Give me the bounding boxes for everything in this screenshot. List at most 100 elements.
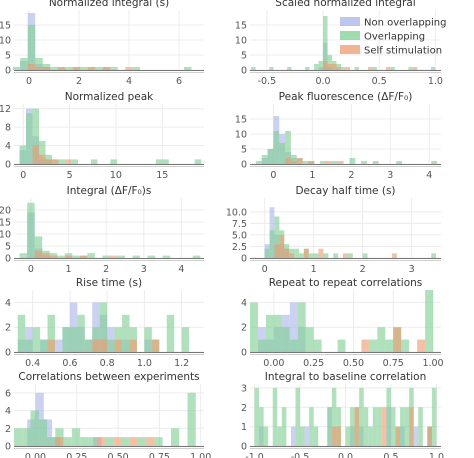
y-tick-label: 5	[5, 51, 11, 62]
histogram-bar	[305, 67, 310, 70]
x-tick-label: 0.00	[263, 358, 284, 369]
x-tick-label: -0.5	[291, 452, 310, 458]
histogram-bar	[170, 428, 180, 446]
histogram-bar	[318, 248, 324, 258]
y-tick-label: 3	[241, 383, 247, 394]
histogram-bar	[34, 250, 43, 258]
histogram-bar	[181, 327, 190, 352]
panel-4: 0 1 2 3 4 0 5 10 15 Peak fluorescence (ΔF/F₀)	[235, 91, 441, 181]
x-tick-label: 1.00	[422, 358, 443, 369]
y-tick-label: 15	[235, 115, 247, 126]
histogram-bar	[404, 407, 410, 446]
y-tick-label: 10	[235, 36, 247, 47]
histogram-bar	[417, 339, 426, 352]
histogram-bar	[332, 64, 337, 70]
histogram-bar	[109, 255, 118, 258]
histogram-bar	[151, 339, 160, 352]
legend-label: Self stimulation	[364, 46, 442, 57]
histogram-bar	[255, 161, 262, 164]
x-tick-label: 0.6	[62, 358, 77, 369]
histogram-bar	[194, 159, 202, 164]
y-tick-label: 1	[241, 422, 247, 433]
histogram-bar	[327, 407, 332, 446]
series-3	[32, 145, 72, 164]
x-tick-label: 1.00	[190, 452, 211, 458]
histogram-bar	[132, 255, 141, 258]
y-tick-label: 2	[241, 323, 247, 334]
histogram-bar	[323, 253, 329, 258]
histogram-bar	[277, 426, 282, 446]
histogram-bar	[35, 67, 43, 70]
histogram-bar	[269, 67, 274, 70]
x-tick-label: 0.5	[383, 452, 398, 458]
histogram-bar	[43, 419, 52, 446]
histogram-bar	[45, 159, 52, 164]
histogram-bar	[90, 159, 98, 164]
histogram-bar	[314, 64, 319, 70]
histogram-bar	[274, 244, 280, 258]
histogram-bar	[265, 314, 274, 352]
histogram-bar	[162, 255, 171, 258]
histogram-bar	[337, 161, 344, 164]
y-tick-label: 2	[241, 403, 247, 414]
histogram-bar	[72, 255, 80, 258]
x-tick-label: 3	[141, 264, 147, 275]
histogram-bar	[96, 437, 105, 446]
series-3	[285, 158, 344, 164]
histogram-bar	[313, 253, 319, 258]
histogram-bar	[269, 230, 275, 258]
histogram-bar	[393, 327, 402, 352]
histogram-bar	[34, 236, 43, 258]
x-tick-label: 1	[309, 170, 315, 181]
histogram-bar	[390, 67, 395, 70]
panel-title: Correlations between experiments	[18, 371, 199, 383]
histogram-bar	[431, 161, 438, 164]
x-tick-label: 0.50	[108, 452, 129, 458]
histogram-bar	[303, 248, 309, 258]
y-tick-label: 0	[241, 442, 247, 453]
histogram-bar	[88, 437, 97, 446]
panel-title: Integral (ΔF/F₀)s	[67, 185, 152, 197]
histogram-bar	[146, 437, 155, 446]
x-tick-label: 0.75	[383, 358, 404, 369]
histogram-bar	[392, 253, 397, 258]
panel-1: 0 2 4 6 0 5 10 15 Normalized integral (s)	[0, 0, 204, 87]
histogram-bar	[279, 234, 285, 258]
y-tick-label: 5.0	[232, 230, 247, 241]
histogram-bar	[279, 143, 286, 164]
series-3	[323, 61, 418, 70]
y-tick-label: 10	[0, 36, 11, 47]
histogram-bar	[102, 67, 111, 70]
x-tick-label: 10	[110, 170, 122, 181]
histogram-bar	[27, 64, 36, 70]
x-tick-label: -1.0	[245, 452, 264, 458]
histogram-bar	[263, 426, 269, 446]
histogram-bar	[336, 67, 342, 70]
y-tick-label: 0	[5, 254, 11, 265]
y-tick-label: 10.0	[226, 207, 247, 218]
series-2	[12, 25, 192, 70]
histogram-bar	[63, 437, 72, 446]
histogram-bar	[367, 67, 373, 70]
histogram-bar	[40, 339, 48, 352]
histogram-bar	[14, 428, 23, 446]
histogram-bar	[147, 255, 156, 258]
histogram-bar	[289, 339, 298, 352]
x-tick-label: 0	[270, 170, 276, 181]
histogram-bar	[102, 255, 110, 258]
y-tick-label: 7.5	[232, 219, 247, 230]
legend-label: Non overlapping	[364, 18, 446, 29]
y-tick-label: 0	[5, 442, 11, 453]
panel-title: Peak fluorescence (ΔF/F₀)	[279, 91, 413, 103]
histogram-bar	[320, 161, 327, 164]
histogram-bar	[368, 426, 373, 446]
y-tick-label: 5	[241, 145, 247, 156]
histogram-bar	[27, 25, 36, 70]
histogram-bar	[110, 159, 117, 164]
histogram-bar	[305, 327, 314, 352]
x-tick-label: 1	[311, 264, 317, 275]
histogram-bar	[69, 327, 78, 352]
y-tick-label: 15	[0, 21, 11, 32]
histogram-bar	[87, 253, 95, 258]
